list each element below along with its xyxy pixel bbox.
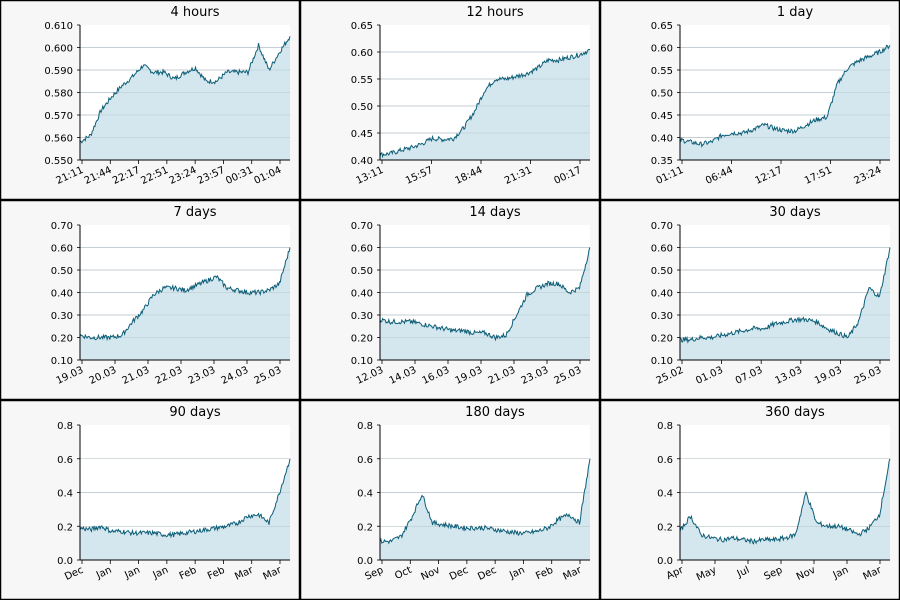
chart-panel-6: 30 days0.100.200.300.400.500.600.7025.02… bbox=[600, 200, 900, 400]
y-tick-label: 0.20 bbox=[51, 334, 73, 345]
y-tick-label: 0.50 bbox=[351, 102, 373, 113]
series-area bbox=[380, 458, 590, 560]
y-tick-label: 0.6 bbox=[57, 455, 73, 466]
y-tick-label: 0.10 bbox=[351, 356, 373, 367]
chart-panel-1: 4 hours 0.550 0.560 0.570 0.580 0.590 0.600 0.6… bbox=[0, 0, 300, 200]
y-tick-label: 0.40 bbox=[651, 134, 673, 145]
y-tick-label: 0.30 bbox=[51, 311, 73, 322]
y-tick-label: 0.60 bbox=[651, 44, 673, 55]
y-tick-label: 0.590 bbox=[44, 66, 73, 77]
chart-title: 14 days bbox=[469, 205, 521, 220]
chart-title: 30 days bbox=[769, 205, 821, 220]
chart-title: 4 hours bbox=[171, 5, 220, 20]
y-tick-label: 0.550 bbox=[44, 156, 73, 167]
y-tick-label: 0.45 bbox=[651, 111, 673, 122]
y-tick-label: 0.50 bbox=[651, 266, 673, 277]
series-line bbox=[679, 458, 891, 545]
y-tick-label: 0.580 bbox=[44, 89, 73, 100]
y-tick-label: 0.610 bbox=[44, 21, 73, 32]
y-tick-label: 0.570 bbox=[44, 111, 73, 122]
chart-panel-5: 14 days0.100.200.300.400.500.600.7012.03… bbox=[300, 200, 600, 400]
chart-title: 90 days bbox=[169, 405, 221, 420]
y-tick-label: 0.60 bbox=[51, 244, 73, 255]
y-tick-label: 0.40 bbox=[651, 289, 673, 300]
y-tick-label: 0.2 bbox=[357, 522, 373, 533]
y-tick-label: 0.6 bbox=[357, 455, 373, 466]
y-tick-label: 0.560 bbox=[44, 134, 73, 145]
y-tick-label: 0.55 bbox=[351, 75, 373, 86]
y-tick-label: 0.70 bbox=[651, 221, 673, 232]
y-tick-label: 0.50 bbox=[51, 266, 73, 277]
y-tick-label: 0.30 bbox=[651, 311, 673, 322]
y-tick-label: 0.30 bbox=[351, 311, 373, 322]
series-line bbox=[379, 48, 591, 159]
y-tick-label: 0.600 bbox=[44, 44, 73, 55]
series-line bbox=[679, 247, 891, 344]
y-tick-label: 0.65 bbox=[351, 21, 373, 32]
series-area bbox=[380, 49, 590, 160]
series-line bbox=[79, 36, 291, 144]
y-tick-label: 0.70 bbox=[51, 221, 73, 232]
series-line bbox=[79, 247, 291, 342]
y-tick-label: 0.60 bbox=[351, 244, 373, 255]
y-tick-label: 0.20 bbox=[651, 334, 673, 345]
y-tick-label: 0.35 bbox=[651, 156, 673, 167]
series-area bbox=[680, 458, 890, 560]
y-tick-label: 0.0 bbox=[357, 556, 373, 567]
y-tick-label: 0.20 bbox=[351, 334, 373, 345]
x-tick-label: Jul bbox=[735, 565, 752, 580]
series-area bbox=[680, 45, 890, 160]
series-area bbox=[80, 458, 290, 560]
y-tick-label: 0.70 bbox=[351, 221, 373, 232]
y-tick-label: 0.60 bbox=[651, 244, 673, 255]
y-tick-label: 0.60 bbox=[351, 48, 373, 59]
series-line bbox=[679, 44, 891, 148]
y-tick-label: 0.4 bbox=[57, 489, 73, 500]
panel-border bbox=[300, 200, 600, 400]
y-tick-label: 0.4 bbox=[657, 489, 673, 500]
series-line bbox=[379, 458, 591, 545]
series-line bbox=[379, 247, 591, 342]
series-line bbox=[79, 458, 291, 539]
chart-title: 7 days bbox=[173, 205, 216, 220]
chart-title: 12 hours bbox=[466, 5, 523, 20]
y-tick-label: 0.6 bbox=[657, 455, 673, 466]
chart-title: 1 day bbox=[777, 5, 814, 20]
y-tick-label: 0.45 bbox=[351, 129, 373, 140]
y-tick-label: 0.2 bbox=[57, 522, 73, 533]
y-tick-label: 0.40 bbox=[351, 156, 373, 167]
y-tick-label: 0.55 bbox=[651, 66, 673, 77]
y-tick-label: 0.2 bbox=[657, 522, 673, 533]
y-tick-label: 0.40 bbox=[351, 289, 373, 300]
y-tick-label: 0.65 bbox=[651, 21, 673, 32]
y-tick-label: 0.50 bbox=[651, 89, 673, 100]
y-tick-label: 0.0 bbox=[657, 556, 673, 567]
y-tick-label: 0.40 bbox=[51, 289, 73, 300]
y-tick-label: 0.10 bbox=[51, 356, 73, 367]
y-tick-label: 0.0 bbox=[57, 556, 73, 567]
chart-title: 180 days bbox=[465, 405, 525, 420]
chart-title: 360 days bbox=[765, 405, 825, 420]
series-area bbox=[80, 247, 290, 360]
panel-border bbox=[0, 0, 300, 200]
series-area bbox=[80, 36, 290, 160]
y-tick-label: 0.50 bbox=[351, 266, 373, 277]
y-tick-label: 0.10 bbox=[651, 356, 673, 367]
y-tick-label: 0.4 bbox=[357, 489, 373, 500]
panel-border bbox=[0, 200, 300, 400]
series-area bbox=[380, 247, 590, 360]
y-tick-label: 0.8 bbox=[57, 421, 73, 432]
y-tick-label: 0.8 bbox=[357, 421, 373, 432]
panel-border bbox=[300, 0, 600, 200]
y-tick-label: 0.8 bbox=[657, 421, 673, 432]
